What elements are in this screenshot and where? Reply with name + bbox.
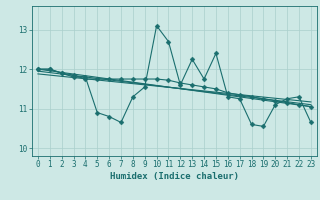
X-axis label: Humidex (Indice chaleur): Humidex (Indice chaleur) [110,172,239,181]
